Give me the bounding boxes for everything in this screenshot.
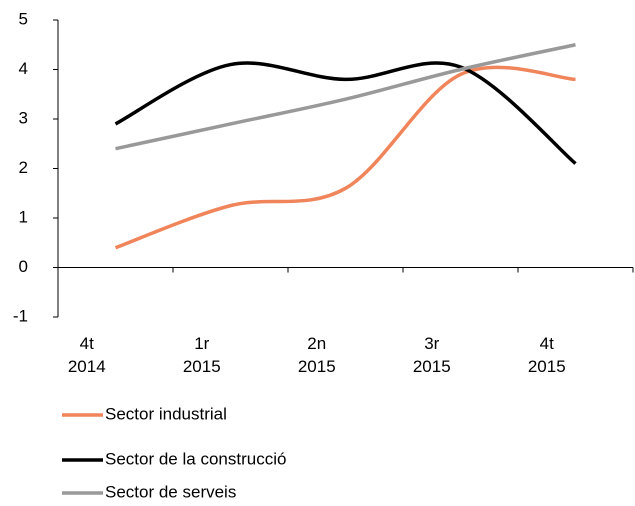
legend-label: Sector de serveis: [105, 482, 236, 501]
x-tick-label: 4t 2015: [528, 334, 566, 376]
x-tick-label-line: 2015: [183, 357, 221, 376]
series-line: [114, 61, 577, 165]
series-line: [114, 65, 576, 250]
x-tick-label-line: 2014: [68, 357, 106, 376]
x-tick-label-line: 1r: [194, 334, 209, 353]
y-tick-label: 1: [19, 207, 28, 226]
x-tick-label-line: 3r: [424, 334, 439, 353]
x-tick-label-line: 2015: [528, 357, 566, 376]
y-tick-label: -1: [13, 306, 28, 325]
y-tick-label: 2: [19, 158, 28, 177]
legend-label: Sector industrial: [105, 404, 227, 423]
x-tick-label: 2n 2015: [298, 334, 336, 376]
x-tick-label-line: 4t: [540, 334, 554, 353]
x-tick-label-line: 2015: [413, 357, 451, 376]
x-tick-label: 3r 2015: [413, 334, 451, 376]
y-tick-label: 3: [19, 108, 28, 127]
y-tick-label: 0: [19, 257, 28, 276]
x-tick-label: 4t 2014: [68, 334, 106, 376]
x-tick-label: 1r 2015: [183, 334, 221, 376]
y-tick-label: 4: [19, 59, 28, 78]
x-tick-label-line: 4t: [80, 334, 94, 353]
series-line: [115, 43, 576, 151]
x-tick-label-line: 2n: [307, 334, 326, 353]
y-tick-label: 5: [19, 9, 28, 28]
legend-label: Sector de la construcció: [105, 449, 286, 468]
x-tick-label-line: 2015: [298, 357, 336, 376]
